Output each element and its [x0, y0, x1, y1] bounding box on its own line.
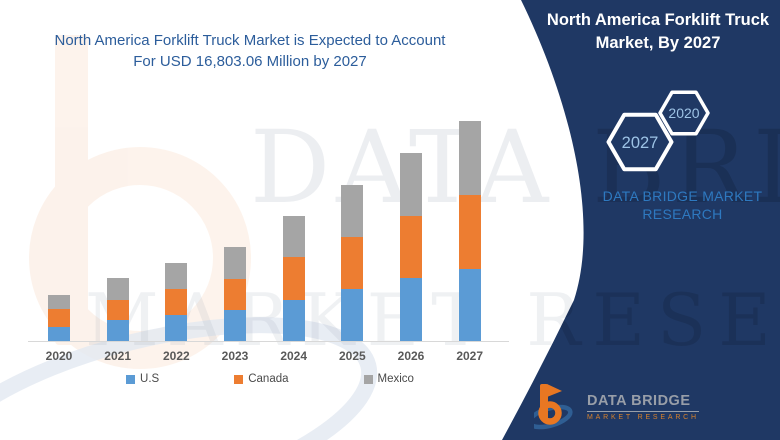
bar-2023-canada	[224, 279, 246, 311]
logo-subtitle: MARKET RESEARCH	[587, 414, 699, 421]
chart-title-line2: For USD 16,803.06 Million by 2027	[133, 53, 367, 70]
legend-label: U.S	[140, 373, 160, 385]
legend-label: Canada	[248, 373, 289, 385]
navy-panel	[502, 0, 780, 440]
bar-2023-mexico	[224, 246, 246, 279]
bar-2022-canada	[165, 289, 188, 316]
logo-name: DATA BRIDGE	[587, 393, 699, 412]
bar-2025-u-s	[341, 289, 364, 342]
brand-text: DATA BRIDGE MARKET RESEARCH	[570, 187, 780, 223]
chart-title: North America Forklift Truck Market is E…	[15, 30, 485, 72]
bar-2020-mexico	[48, 295, 70, 310]
x-axis-label-2023: 2023	[221, 349, 249, 363]
logo-b-bowl	[538, 401, 562, 425]
x-axis-label-2024: 2024	[280, 349, 308, 363]
legend-swatch	[363, 374, 373, 384]
bar-2024-mexico	[282, 216, 305, 257]
databridge-logo-icon	[534, 384, 573, 430]
panel-title-line1: North America Forklift Truck	[546, 11, 770, 29]
bar-2027-mexico	[458, 120, 481, 195]
legend-item-canada: Canada	[234, 373, 289, 385]
bar-2022-u-s	[165, 315, 188, 342]
hexagon-2020: 2020	[658, 90, 710, 136]
bar-2027-canada	[458, 194, 481, 269]
hexagon-2020-label: 2020	[668, 105, 699, 121]
hexagon-2027: 2027	[606, 112, 674, 172]
legend-label: Mexico	[377, 373, 414, 385]
bar-2023-u-s	[224, 310, 246, 342]
bar-2021-u-s	[106, 320, 129, 342]
bar-2027-u-s	[458, 269, 481, 342]
bar-2020-u-s	[48, 326, 70, 342]
databridge-logo: DATA BRIDGE MARKET RESEARCH	[534, 381, 699, 433]
chart-legend: U.S Canada Mexico	[30, 373, 510, 385]
bar-2025-canada	[341, 236, 364, 290]
panel-title-line2: Market, By 2027	[595, 33, 721, 52]
legend-swatch	[234, 374, 244, 384]
bar-2024-u-s	[282, 300, 305, 342]
x-axis-label-2025: 2025	[338, 349, 366, 363]
bar-2026-mexico	[400, 152, 423, 217]
x-axis-labels: 2020 2021 2022 2023 2024 2025 2026 2027	[30, 349, 510, 365]
x-axis-line	[28, 341, 509, 342]
x-axis-label-2022: 2022	[162, 349, 190, 363]
bar-2026-canada	[400, 216, 423, 279]
logo-text-block: DATA BRIDGE MARKET RESEARCH	[587, 393, 699, 421]
legend-item-mexico: Mexico	[363, 373, 414, 385]
x-axis-label-2027: 2027	[456, 349, 484, 363]
hexagon-2027-label: 2027	[622, 134, 659, 152]
bar-2020-canada	[48, 309, 70, 327]
x-axis-label-2026: 2026	[397, 349, 425, 363]
bar-2021-mexico	[106, 278, 129, 301]
watermark-swoosh	[0, 317, 378, 440]
bar-plot-area	[30, 90, 510, 342]
panel-title: North America Forklift Truck Market, By …	[538, 9, 778, 54]
brand-text-line2: RESEARCH	[642, 206, 723, 222]
bar-2021-canada	[106, 300, 129, 321]
bar-2026-u-s	[400, 278, 423, 342]
logo-b-flag	[547, 384, 562, 397]
x-axis-label-2021: 2021	[104, 349, 132, 363]
chart-title-line1: North America Forklift Truck Market is E…	[54, 32, 446, 49]
brand-text-line1: DATA BRIDGE MARKET	[602, 188, 763, 204]
bar-2024-canada	[282, 256, 305, 301]
x-axis-label-2020: 2020	[45, 349, 73, 363]
bar-2025-mexico	[341, 184, 364, 237]
bar-2022-mexico	[165, 263, 188, 290]
legend-item-u-s: U.S	[126, 373, 159, 385]
legend-swatch	[126, 374, 136, 384]
